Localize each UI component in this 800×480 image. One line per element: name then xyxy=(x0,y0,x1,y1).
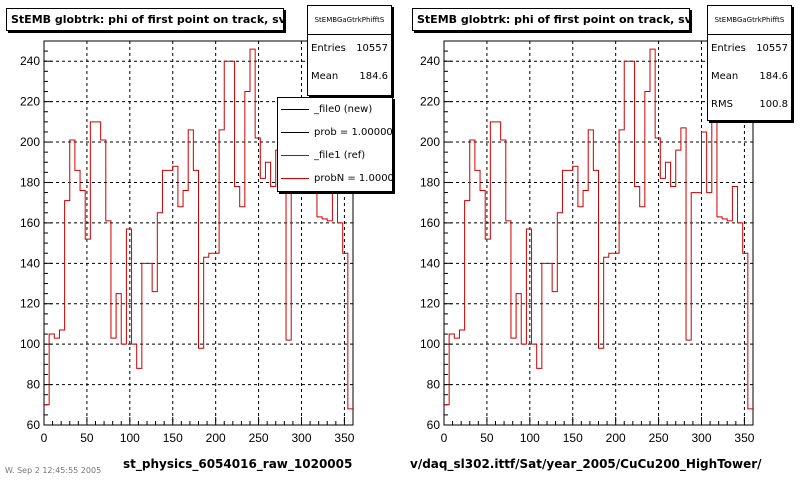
stats-mean-label: Mean xyxy=(311,71,339,82)
y-tick-label: 80 xyxy=(27,378,41,392)
x-tick-label: 100 xyxy=(520,431,540,445)
x-tick-label: 100 xyxy=(120,431,140,445)
right-x-axis-title: v/daq_sl302.ittf/Sat/year_2005/CuCu200_H… xyxy=(410,457,762,471)
y-tick-label: 60 xyxy=(427,418,441,432)
x-tick-label: 300 xyxy=(691,431,711,445)
stats-entries-row: Entries 10557 xyxy=(308,35,391,63)
legend-item: _file0 (new) xyxy=(278,98,392,121)
legend-swatch xyxy=(281,132,309,133)
stats-entries-label: Entries xyxy=(711,43,746,54)
left-chart-title: StEMB globtrk: phi of first point on tra… xyxy=(6,8,284,31)
legend-label: probN = 1.000000 xyxy=(314,173,393,184)
legend-swatch xyxy=(281,155,309,156)
y-tick-label: 180 xyxy=(20,175,40,189)
x-tick-label: 150 xyxy=(163,431,183,445)
y-tick-label: 220 xyxy=(420,95,440,109)
y-tick-label: 180 xyxy=(420,175,440,189)
y-tick-label: 140 xyxy=(420,256,440,270)
legend-item: probN = 1.000000 xyxy=(278,167,392,190)
x-tick-label: 350 xyxy=(734,431,754,445)
left-x-axis-title: st_physics_6054016_raw_1020005 xyxy=(123,457,353,471)
stats-rms-row: RMS 100.8 xyxy=(708,91,791,119)
right-stats-box: StEMBGaGtrkPhifftS Entries 10557 Mean 18… xyxy=(707,5,792,121)
y-tick-label: 120 xyxy=(420,297,440,311)
x-tick-label: 250 xyxy=(249,431,269,445)
y-tick-label: 120 xyxy=(20,297,40,311)
y-tick-label: 60 xyxy=(27,418,41,432)
x-tick-label: 200 xyxy=(606,431,626,445)
stats-mean-value: 184.6 xyxy=(359,71,388,82)
stats-mean-label: Mean xyxy=(711,71,739,82)
stats-mean-row: Mean 184.6 xyxy=(308,63,391,91)
stats-rms-value: 100.8 xyxy=(759,99,788,110)
y-tick-label: 220 xyxy=(20,95,40,109)
y-tick-label: 240 xyxy=(420,54,440,68)
stats-mean-value: 184.6 xyxy=(759,71,788,82)
stats-entries-value: 10557 xyxy=(756,43,788,54)
y-tick-label: 80 xyxy=(427,378,441,392)
legend-item: prob = 1.000000 xyxy=(278,121,392,144)
left-legend: _file0 (new) prob = 1.000000 _file1 (ref… xyxy=(277,97,393,192)
y-tick-label: 240 xyxy=(20,54,40,68)
timestamp-footer: W. Sep 2 12:45:55 2005 xyxy=(5,466,102,475)
legend-label: _file0 (new) xyxy=(314,104,373,115)
x-tick-label: 350 xyxy=(334,431,354,445)
x-tick-label: 50 xyxy=(480,431,494,445)
x-tick-label: 300 xyxy=(291,431,311,445)
stats-entries-label: Entries xyxy=(311,43,346,54)
left-stats-box: StEMBGaGtrkPhifftS Entries 10557 Mean 18… xyxy=(307,5,392,96)
legend-item: _file1 (ref) xyxy=(278,144,392,167)
stats-header: StEMBGaGtrkPhifftS xyxy=(308,6,391,35)
right-chart-title: StEMB globtrk: phi of first point on tra… xyxy=(412,8,690,31)
stats-entries-value: 10557 xyxy=(356,43,388,54)
x-tick-label: 0 xyxy=(41,431,48,445)
stats-mean-row: Mean 184.6 xyxy=(708,63,791,91)
x-tick-label: 0 xyxy=(441,431,448,445)
y-tick-label: 140 xyxy=(20,256,40,270)
x-tick-label: 250 xyxy=(649,431,669,445)
legend-label: prob = 1.000000 xyxy=(314,127,393,138)
legend-swatch xyxy=(281,109,309,110)
x-tick-label: 200 xyxy=(206,431,226,445)
y-tick-label: 100 xyxy=(420,337,440,351)
y-tick-label: 100 xyxy=(20,337,40,351)
histogram-series xyxy=(444,48,753,410)
legend-label: _file1 (ref) xyxy=(314,150,366,161)
y-tick-label: 160 xyxy=(20,216,40,230)
stats-header: StEMBGaGtrkPhifftS xyxy=(708,6,791,35)
stats-entries-row: Entries 10557 xyxy=(708,35,791,63)
stats-rms-label: RMS xyxy=(711,99,733,110)
x-tick-label: 50 xyxy=(80,431,94,445)
y-tick-label: 200 xyxy=(420,135,440,149)
x-tick-label: 150 xyxy=(563,431,583,445)
y-tick-label: 160 xyxy=(420,216,440,230)
y-tick-label: 200 xyxy=(20,135,40,149)
legend-swatch xyxy=(281,178,309,179)
